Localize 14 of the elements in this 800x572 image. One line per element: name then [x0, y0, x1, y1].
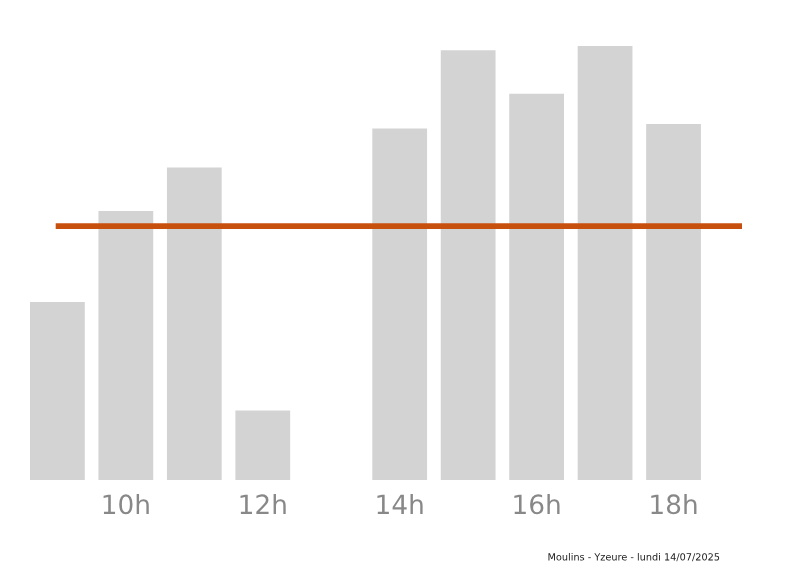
x-tick-label: 18h [651, 493, 697, 515]
bar [646, 124, 701, 480]
bar [577, 46, 633, 480]
bar [235, 410, 291, 480]
x-tick-label: 10h [103, 493, 149, 515]
x-tick-label: 14h [377, 493, 423, 514]
bar [509, 93, 564, 480]
bar [98, 210, 154, 480]
x-tick-label: 12h [240, 493, 286, 514]
bar [440, 50, 496, 480]
bar [166, 167, 222, 480]
bar [372, 128, 428, 480]
x-tick-label: 16h [514, 493, 560, 515]
bar [30, 302, 85, 480]
